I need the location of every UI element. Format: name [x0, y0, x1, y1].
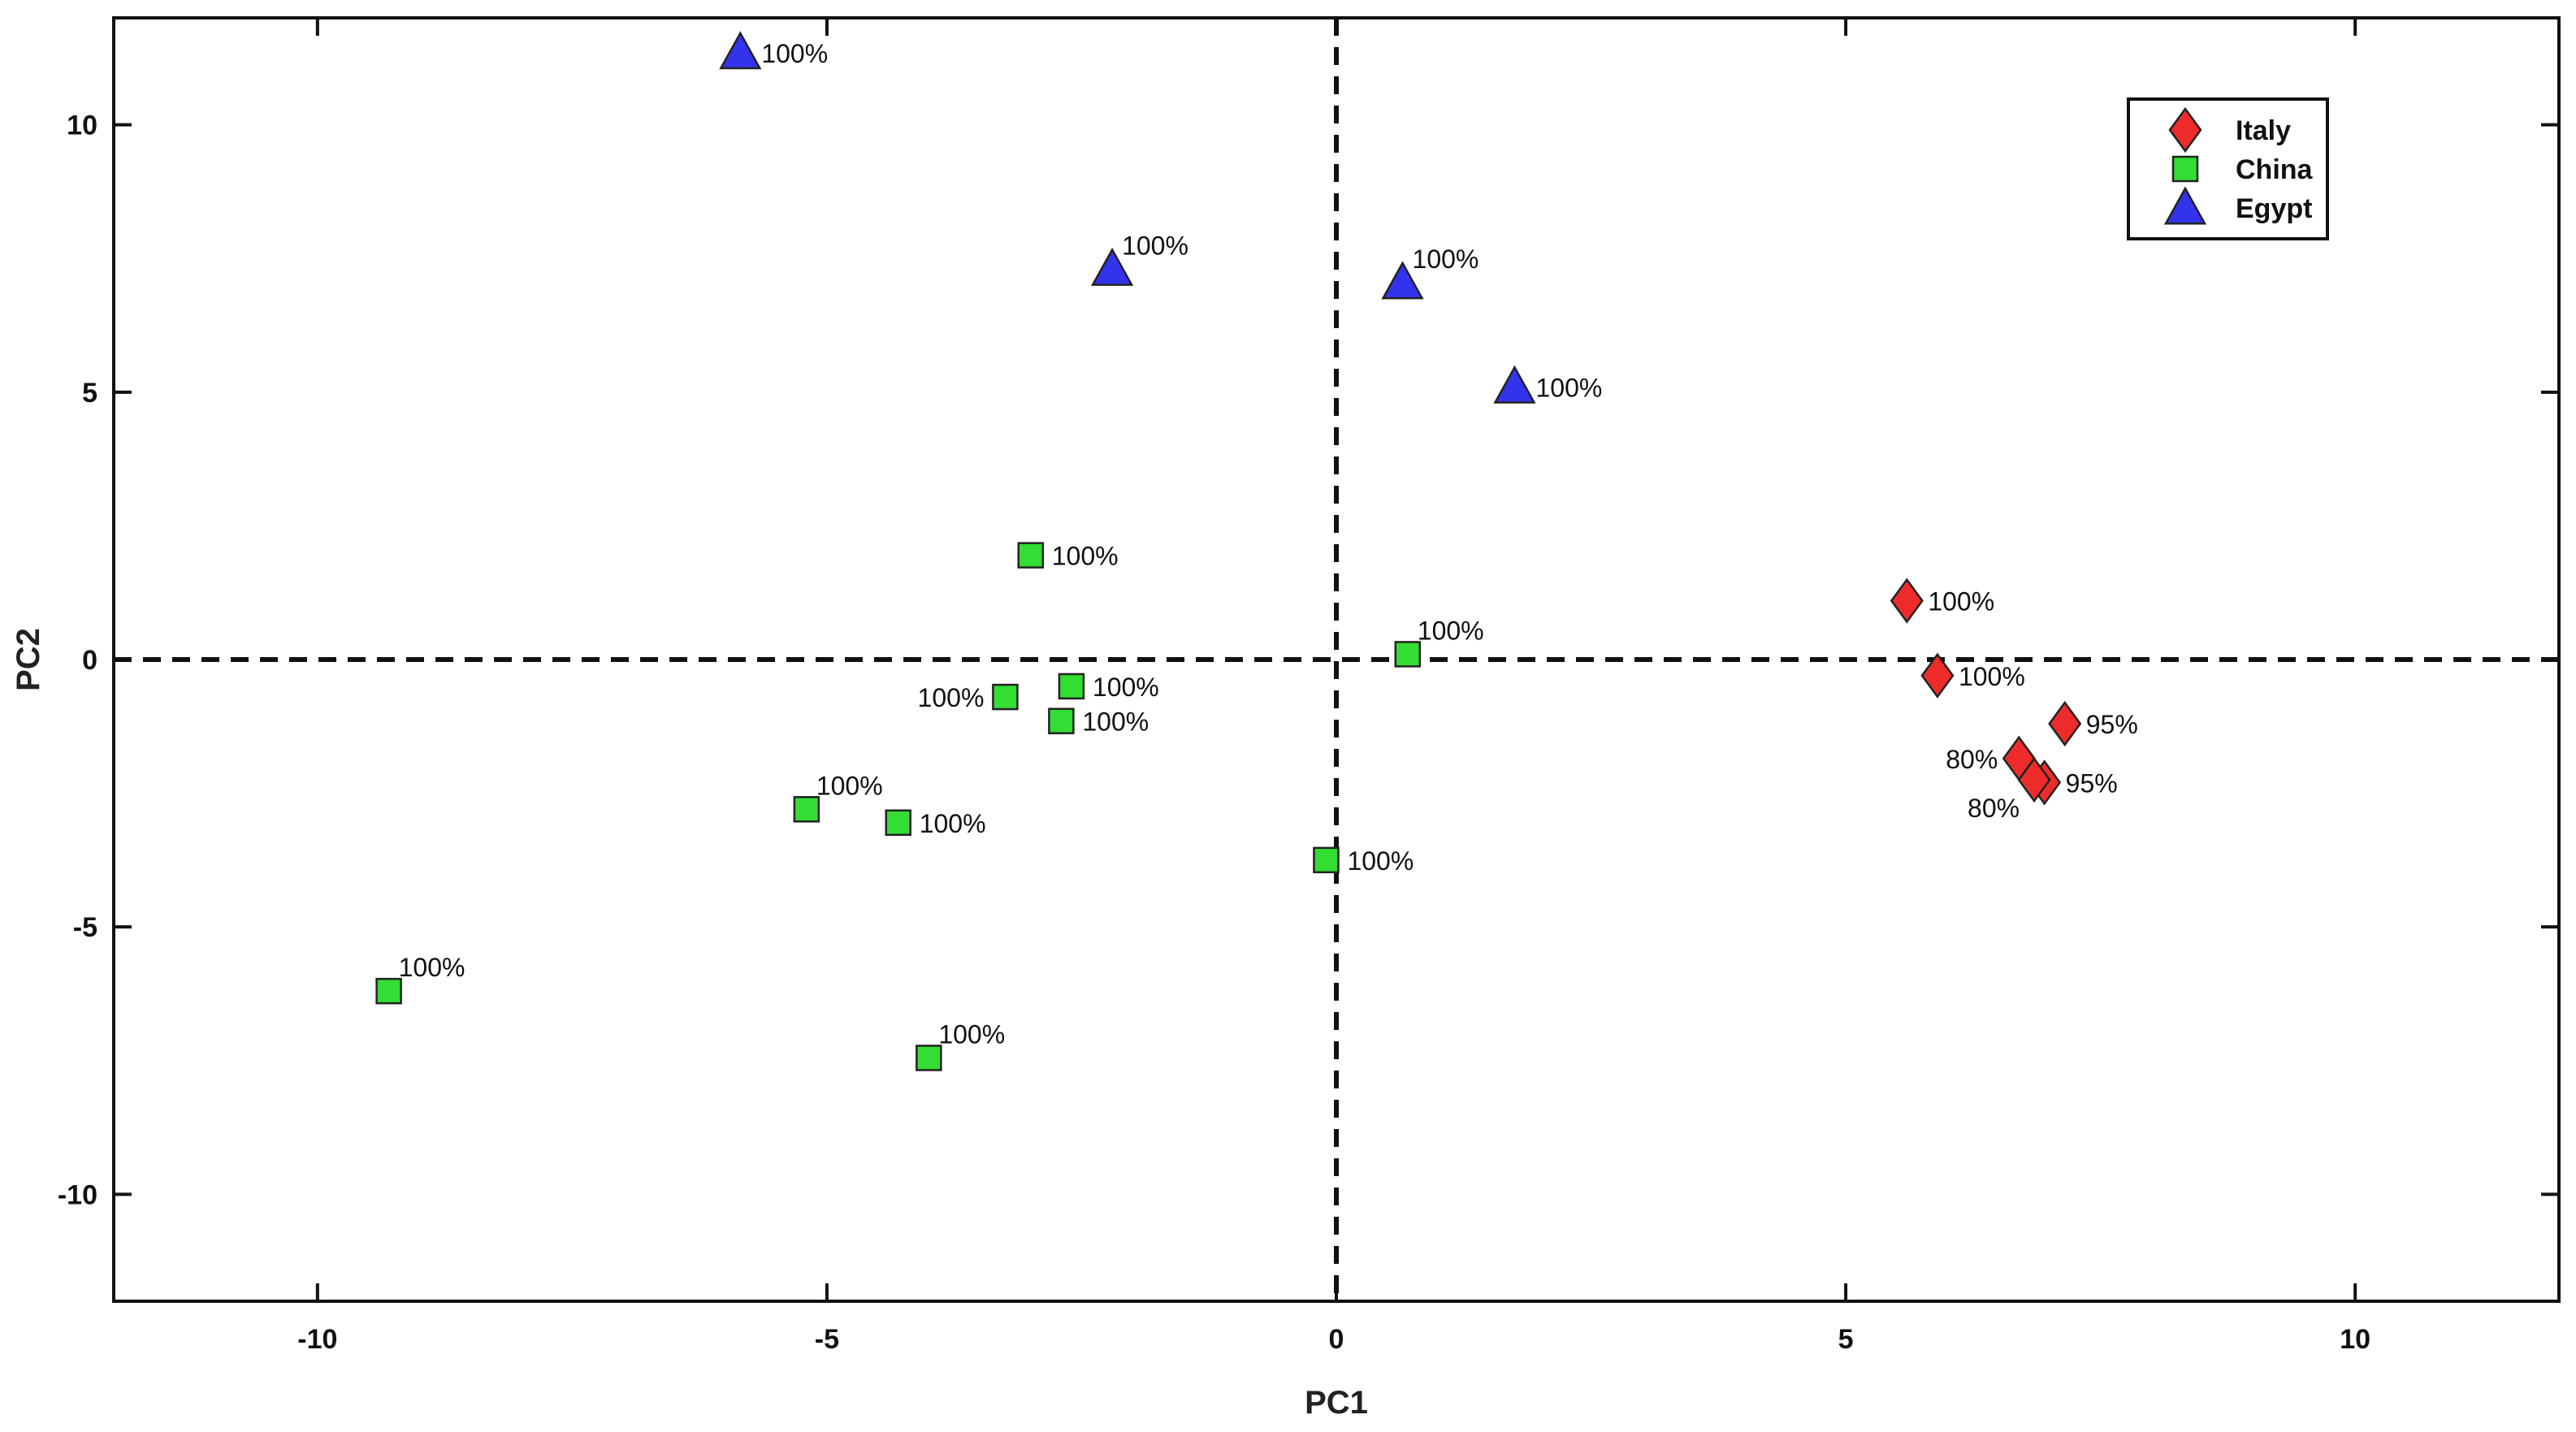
egypt-point-label: 100%: [761, 39, 828, 68]
china-point: [375, 977, 402, 1005]
china-point: [1017, 542, 1044, 569]
y-tick-label: 10: [67, 110, 97, 141]
italy-point-label: 80%: [1968, 794, 2020, 823]
china-point-label: 100%: [938, 1019, 1005, 1049]
italy-point-label: 95%: [2086, 710, 2138, 739]
y-axis-title: PC2: [11, 628, 46, 691]
egypt-point: [719, 31, 762, 70]
china-point: [1394, 641, 1422, 668]
china-point-label: 100%: [1082, 707, 1149, 737]
italy-point-label: 95%: [2066, 768, 2118, 798]
china-point: [916, 1045, 942, 1071]
china-point-label: 100%: [816, 771, 883, 800]
data-points: [375, 31, 2082, 1071]
italy-point: [1890, 578, 1924, 624]
x-tick-label: -10: [297, 1324, 337, 1355]
egypt-point-label: 100%: [1535, 373, 1602, 402]
egypt-point-label: 100%: [1122, 231, 1188, 260]
y-tick-label: 5: [82, 378, 97, 409]
italy-point-label: 80%: [1946, 745, 1998, 774]
italy-point: [2048, 700, 2082, 747]
china-point-label: 100%: [920, 809, 986, 838]
legend-item-egypt: Egypt: [2163, 186, 2312, 225]
china-point: [1313, 846, 1340, 874]
egypt-point: [1381, 261, 1424, 300]
egypt-point: [1090, 247, 1134, 286]
x-axis-title: PC1: [1305, 1385, 1368, 1421]
legend-egypt-label: Egypt: [2236, 193, 2312, 224]
china-point: [793, 796, 820, 823]
china-point-label: 100%: [1347, 846, 1414, 876]
italy-point-label: 100%: [1959, 662, 2025, 691]
reference-lines: [114, 18, 2559, 1301]
legend-item-china: China: [2171, 154, 2314, 185]
legend-china-marker: [2171, 155, 2199, 183]
x-tick-label: 5: [1838, 1324, 1854, 1355]
y-tick-label: -10: [58, 1179, 97, 1210]
italy-point: [1920, 652, 1955, 699]
legend-china-label: China: [2236, 154, 2314, 185]
legend: Italy China Egypt: [2127, 97, 2329, 240]
china-point: [1048, 707, 1075, 734]
legend-item-italy: Italy: [2168, 106, 2291, 154]
china-point: [992, 683, 1019, 711]
axes: -10 -5 0 5 10 -10 -5 0 5 10: [58, 16, 2561, 1355]
y-tick-label: -5: [73, 912, 97, 943]
china-point-label: 100%: [918, 683, 985, 712]
italy-point-label: 100%: [1928, 587, 1994, 616]
x-tick-label: 0: [1329, 1324, 1344, 1355]
china-point: [1058, 673, 1085, 700]
china-point-label: 100%: [1052, 542, 1119, 571]
egypt-point: [1493, 365, 1536, 404]
y-tick-label: 0: [82, 645, 97, 676]
legend-italy-label: Italy: [2236, 115, 2291, 146]
china-point-label: 100%: [399, 953, 465, 982]
legend-box: [2127, 97, 2329, 240]
x-tick-label: -5: [815, 1324, 839, 1355]
china-point: [885, 809, 911, 837]
italy-point: [2017, 757, 2051, 803]
egypt-point-label: 100%: [1413, 244, 1479, 274]
legend-egypt-marker: [2163, 186, 2207, 225]
point-labels: 100% 100% 95% 80% 95% 80% 100% 100% 100% 100% 100%…: [399, 39, 2138, 1049]
china-point-label: 100%: [1093, 673, 1159, 702]
x-tick-label: 10: [2340, 1324, 2370, 1355]
china-point-label: 100%: [1418, 616, 1484, 645]
legend-italy-marker: [2168, 106, 2202, 154]
